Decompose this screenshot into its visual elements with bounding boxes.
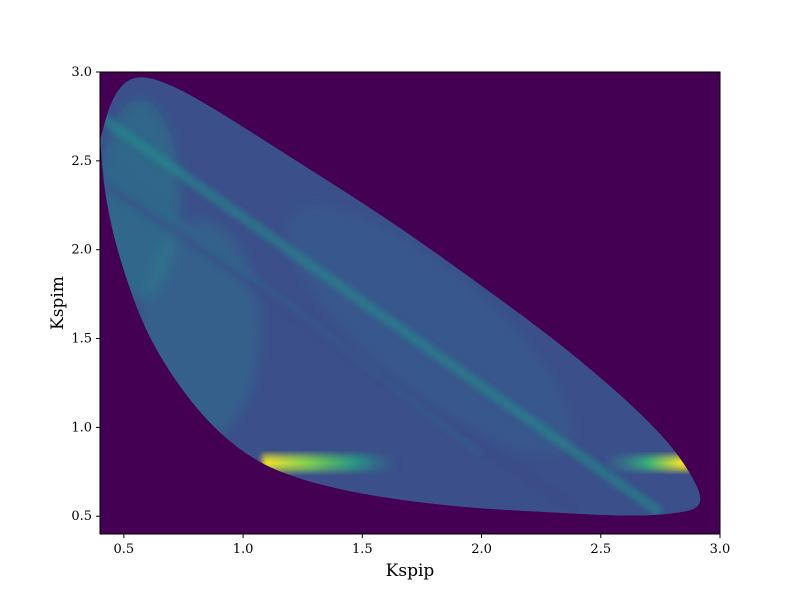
peak-band-left [262,452,399,473]
plot-area [100,72,720,534]
diagonal-ridges [100,112,664,516]
plot-frame [99,71,721,535]
x-axis: 0.5 1.0 1.5 2.0 2.5 3.0 [114,534,731,557]
x-tick-label: 1.5 [352,542,373,557]
y-axis-label: Kspim [48,276,68,330]
x-tick-label: 1.0 [233,542,254,557]
y-tick-label: 1.0 [71,420,92,435]
x-tick-label: 3.0 [710,542,731,557]
kinematic-region [100,77,701,516]
y-tick-label: 2.5 [71,154,92,169]
x-tick-label: 0.5 [114,542,135,557]
x-tick-label: 2.0 [471,542,492,557]
diagonal-ridge [103,181,574,510]
diagonal-ridge [100,112,664,516]
diagonal-ridge [100,158,484,457]
y-tick-label: 0.5 [71,509,92,524]
y-tick-label: 1.5 [71,332,92,347]
y-axis: 0.5 1.0 1.5 2.0 2.5 3.0 [71,65,100,524]
peak-band-right [600,453,697,472]
x-tick-label: 2.5 [590,542,611,557]
peak-band [262,452,697,473]
y-tick-label: 2.0 [71,243,92,258]
x-axis-label: Kspip [386,561,435,581]
y-tick-label: 3.0 [71,65,92,80]
